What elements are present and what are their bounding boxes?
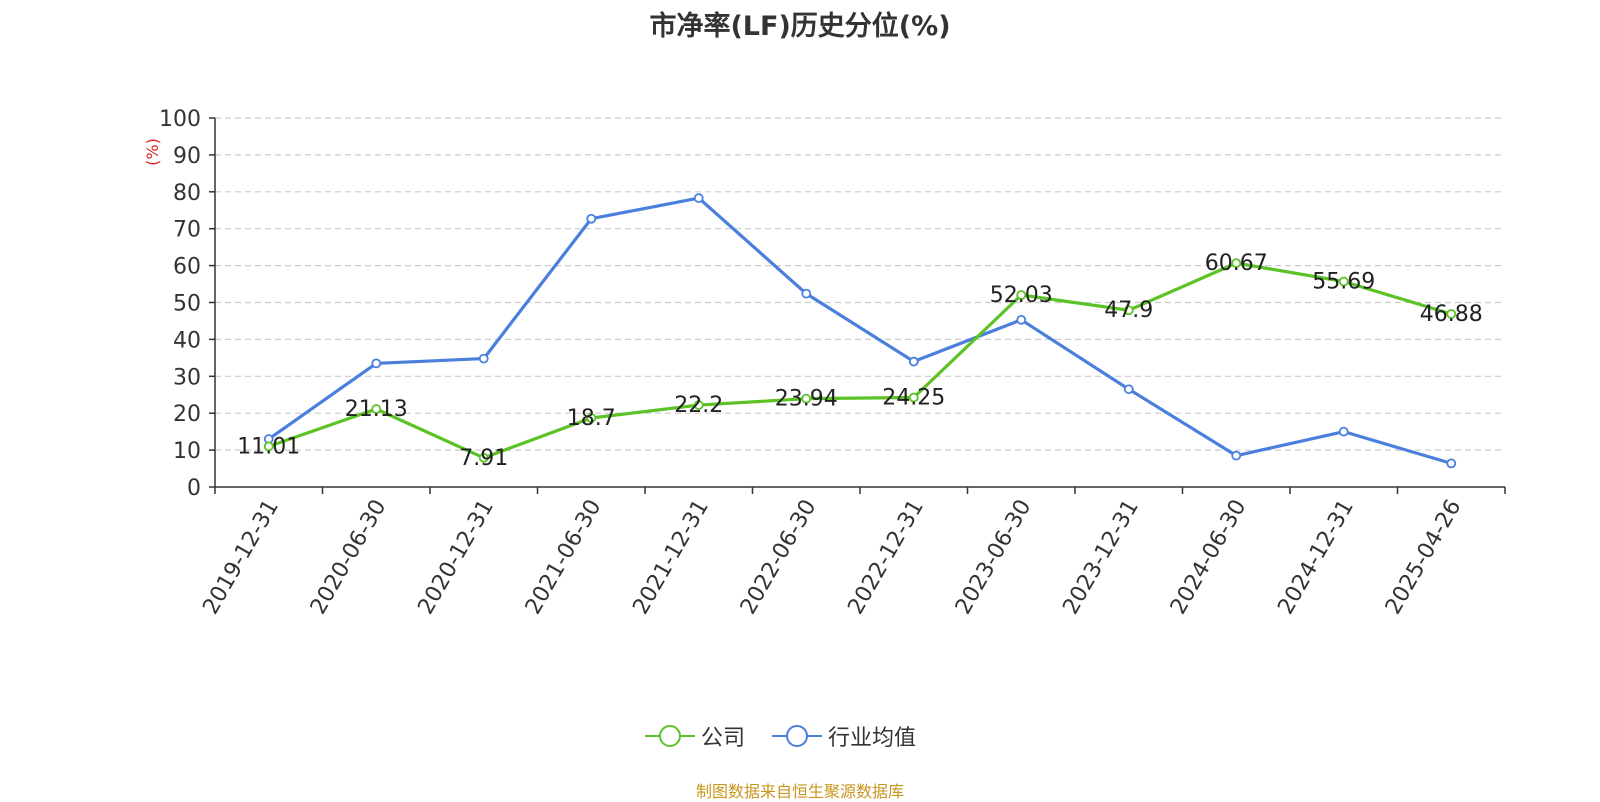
x-tick-label: 2024-12-31 — [1273, 496, 1359, 619]
data-point — [1338, 276, 1349, 287]
data-label: 52.03 — [990, 283, 1053, 308]
y-tick-label: 30 — [173, 365, 201, 390]
data-label: 60.67 — [1205, 251, 1268, 276]
y-tick-label: 70 — [173, 218, 201, 243]
data-point — [1446, 458, 1457, 469]
data-label: 24.25 — [882, 386, 945, 411]
legend-marker-icon — [645, 725, 695, 747]
data-label: 18.7 — [567, 406, 616, 431]
x-tick-label: 2022-06-30 — [736, 496, 822, 619]
data-point — [1338, 426, 1349, 437]
axis-layer: 0 10 20 30 40 50 60 70 80 90 100 (%) 2019-12-31 2020-… — [143, 107, 1506, 619]
y-tick-label: 0 — [187, 476, 201, 501]
data-label: 21.13 — [345, 397, 408, 422]
y-tick-label: 90 — [173, 144, 201, 169]
data-point — [478, 353, 489, 364]
data-point — [1446, 309, 1457, 319]
x-tick-label: 2020-12-31 — [413, 496, 499, 619]
data-point — [693, 400, 704, 410]
data-label: 23.94 — [775, 387, 838, 412]
x-tick-label: 2020-06-30 — [306, 496, 392, 619]
y-tick-label: 20 — [173, 402, 201, 427]
x-tick-label: 2023-06-30 — [951, 496, 1037, 619]
grid-layer — [215, 117, 1505, 451]
data-point — [586, 413, 597, 423]
data-label: 22.2 — [674, 393, 723, 418]
x-tick-label: 2025-04-26 — [1381, 496, 1467, 619]
data-point — [801, 288, 812, 299]
data-label: 11.01 — [237, 434, 300, 459]
data-label-layer: 11.01 21.13 7.91 18.7 22.2 23.94 24.25 52.03 47.… — [237, 251, 1482, 471]
legend-marker-icon — [772, 725, 822, 747]
data-point — [1016, 314, 1027, 325]
x-tick-label: 2023-12-31 — [1058, 496, 1144, 619]
data-point — [371, 358, 382, 369]
data-label: 46.88 — [1420, 302, 1483, 327]
data-point — [478, 452, 489, 463]
x-tick-label: 2024-06-30 — [1166, 496, 1252, 619]
y-tick-label: 10 — [173, 439, 201, 464]
data-point — [908, 392, 919, 403]
x-tick-label: 2019-12-31 — [198, 496, 284, 619]
legend: 公司 行业均值 — [0, 718, 1600, 754]
data-point — [1231, 258, 1242, 269]
data-point — [1123, 384, 1134, 395]
data-point — [801, 393, 812, 404]
y-tick-label: 60 — [173, 255, 201, 280]
x-tick-label: 2022-12-31 — [843, 496, 929, 619]
data-label: 7.91 — [459, 446, 508, 471]
data-point — [1231, 450, 1242, 461]
legend-label: 公司 — [701, 726, 746, 751]
series-line — [268, 261, 1452, 460]
series-layer — [263, 193, 1457, 469]
y-tick-label: 100 — [159, 107, 201, 132]
chart-title: 市净率(LF)历史分位(%) — [649, 11, 951, 42]
data-point — [908, 356, 919, 367]
y-tick-label: 80 — [173, 181, 201, 206]
data-label: 47.9 — [1104, 298, 1153, 323]
source-note: 制图数据来自恒生聚源数据库 — [695, 782, 904, 801]
data-point — [693, 193, 704, 203]
data-point — [371, 404, 382, 414]
x-tick-label: 2021-12-31 — [628, 496, 714, 619]
data-point — [1016, 290, 1027, 300]
data-label: 55.69 — [1312, 270, 1375, 295]
y-tick-label: 40 — [173, 328, 201, 353]
data-point — [263, 441, 274, 452]
legend-label: 行业均值 — [828, 726, 917, 751]
y-tick-label: 50 — [173, 292, 201, 317]
data-point — [1123, 305, 1134, 316]
x-tick-label: 2021-06-30 — [521, 496, 607, 619]
data-point — [586, 213, 597, 224]
legend-item[interactable]: 行业均值 — [772, 718, 916, 754]
y-axis-label: (%) — [143, 138, 162, 166]
series-line — [267, 196, 1452, 465]
legend-item[interactable]: 公司 — [645, 718, 745, 754]
